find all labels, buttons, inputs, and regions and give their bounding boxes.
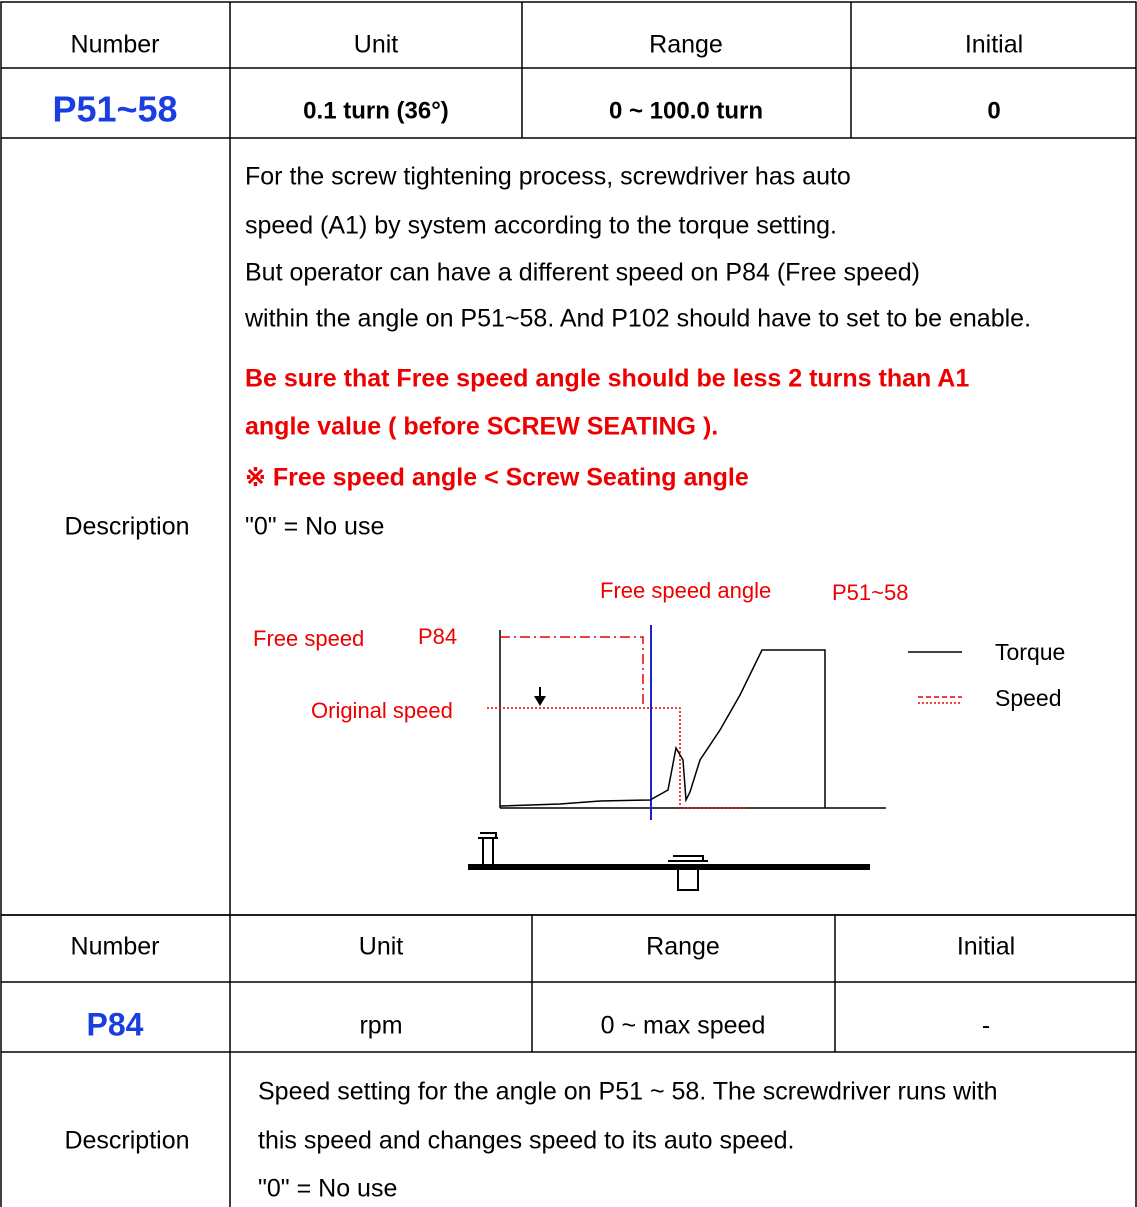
diagram-label: P51~58 — [832, 580, 908, 605]
header-cell: Number — [71, 31, 160, 59]
description-line: But operator can have a different speed … — [245, 259, 920, 287]
page: Number P51~58 Unit 0.1 turn (36°) Range 0 ~ 1… — [0, 0, 1137, 1207]
row-label: Description — [64, 513, 189, 541]
value-cell: 0 ~ max speed — [601, 1012, 766, 1040]
row-label: Description — [64, 1127, 189, 1155]
value-cell: 0 — [987, 97, 1000, 124]
description-line: Be sure that Free speed angle should be … — [245, 365, 969, 393]
legend-label: Speed — [995, 685, 1062, 711]
description-line: speed (A1) by system according to the to… — [245, 212, 837, 240]
legend-label: Torque — [995, 639, 1065, 665]
diagram-label: P84 — [418, 624, 457, 649]
value-cell: P51~58 — [52, 89, 177, 130]
value-cell: P84 — [87, 1006, 144, 1042]
description-line: "0" = No use — [245, 513, 384, 541]
description-line: For the screw tightening process, screwd… — [245, 163, 851, 191]
diagram-label: Free speed — [253, 626, 364, 651]
description-line: this speed and changes speed to its auto… — [258, 1127, 795, 1155]
description-line: "0" = No use — [258, 1175, 397, 1203]
diagram-label: Original speed — [311, 698, 453, 723]
header-cell: Range — [646, 933, 720, 961]
description-line: within the angle on P51~58. And P102 sho… — [244, 305, 1031, 333]
header-cell: Number — [71, 933, 160, 961]
description-line: Speed setting for the angle on P51 ~ 58.… — [258, 1078, 998, 1106]
header-cell: Unit — [354, 31, 399, 59]
diagram-label: Free speed angle — [600, 578, 771, 603]
value-cell: rpm — [359, 1012, 402, 1040]
header-cell: Unit — [359, 933, 404, 961]
value-cell: 0 ~ 100.0 turn — [609, 97, 763, 124]
header-cell: Range — [649, 31, 723, 59]
header-cell: Initial — [965, 31, 1023, 59]
value-cell: 0.1 turn (36°) — [303, 97, 449, 124]
value-cell: - — [982, 1012, 990, 1040]
description-line: ※ Free speed angle < Screw Seating angle — [245, 464, 749, 492]
diagram — [468, 625, 962, 890]
header-cell: Initial — [957, 933, 1015, 961]
description-line: angle value ( before SCREW SEATING ). — [245, 413, 718, 441]
